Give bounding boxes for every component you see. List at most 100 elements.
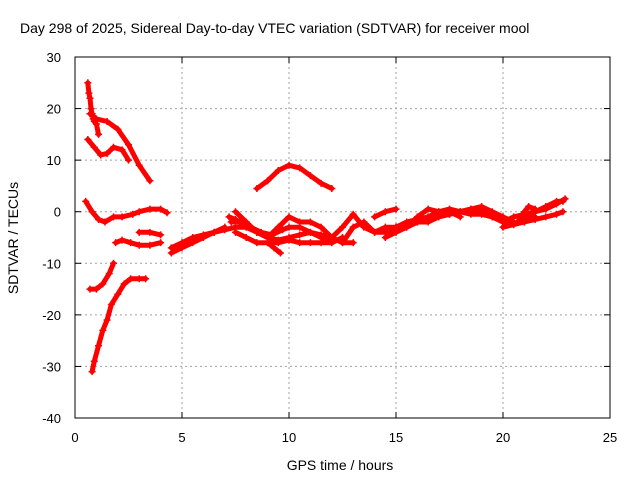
data-point	[167, 249, 175, 257]
data-point	[105, 270, 113, 278]
data-point	[270, 244, 278, 252]
data-point	[559, 208, 567, 216]
data-point	[103, 117, 111, 125]
data-point	[296, 239, 304, 247]
series-trace	[517, 204, 538, 222]
data-point	[118, 213, 126, 221]
data-point	[285, 236, 293, 244]
data-point	[317, 223, 325, 231]
data-point	[135, 241, 143, 249]
data-point	[424, 213, 432, 221]
data-point	[127, 275, 135, 283]
data-point	[264, 239, 272, 247]
x-tick-label: 0	[71, 430, 78, 445]
data-point	[95, 342, 103, 350]
data-point	[135, 275, 143, 283]
y-tick-label: 0	[54, 205, 61, 220]
data-point	[85, 89, 93, 97]
data-point	[285, 161, 293, 169]
data-point	[525, 203, 533, 211]
data-point	[242, 234, 250, 241]
data-point	[127, 239, 135, 247]
series-arc-5	[112, 236, 165, 249]
y-tick-label: -20	[42, 308, 61, 323]
series-arc-24	[520, 208, 567, 226]
data-point	[306, 218, 314, 226]
data-point	[392, 223, 400, 231]
data-point	[456, 208, 464, 216]
data-point	[90, 143, 98, 151]
data-point	[274, 166, 282, 174]
data-point	[92, 115, 100, 123]
series-arc-10	[167, 223, 229, 257]
data-point	[531, 215, 539, 223]
y-tick-labels: 30 20 10 0 -10 -20 -30 -40	[42, 50, 61, 426]
data-point	[157, 205, 165, 213]
data-point	[285, 223, 293, 231]
x-tick-label: 5	[178, 430, 185, 445]
series-trace	[233, 229, 335, 246]
data-point	[103, 149, 111, 157]
data-point	[285, 213, 293, 221]
data-point	[317, 179, 325, 187]
series-arc-8	[88, 275, 150, 376]
data-point	[274, 223, 282, 231]
data-point	[499, 223, 507, 231]
data-point	[110, 213, 118, 221]
data-point	[125, 141, 132, 149]
y-tick-label: 10	[47, 153, 61, 168]
data-point	[118, 146, 126, 154]
data-series	[82, 79, 569, 376]
data-point	[349, 239, 357, 247]
data-point	[84, 79, 92, 87]
data-point	[232, 208, 239, 216]
series-arc-4	[82, 197, 171, 226]
data-point	[227, 218, 235, 226]
axis-ticks	[74, 56, 611, 419]
data-point	[253, 228, 261, 236]
data-point	[118, 236, 126, 244]
series-trace	[254, 162, 335, 191]
data-point	[274, 239, 282, 247]
data-point	[349, 210, 357, 218]
data-point	[510, 213, 518, 221]
data-point	[478, 208, 486, 216]
data-point	[221, 223, 229, 231]
data-point	[146, 228, 154, 236]
x-tick-label: 10	[282, 430, 296, 445]
data-point	[86, 94, 94, 102]
x-tick-label: 15	[389, 430, 403, 445]
series-arc-14	[232, 228, 336, 247]
data-point	[210, 228, 218, 236]
data-point	[253, 239, 261, 247]
data-point	[349, 223, 357, 231]
data-point	[553, 210, 560, 218]
data-point	[392, 205, 400, 213]
data-point	[279, 226, 287, 234]
data-point	[99, 326, 107, 334]
x-tick-labels: 0 5 10 15 20 25	[71, 430, 617, 445]
series-arc-15	[264, 239, 284, 257]
data-point	[135, 208, 143, 216]
x-tick-label: 20	[496, 430, 510, 445]
data-point	[112, 239, 120, 247]
data-point	[559, 197, 567, 205]
data-point	[110, 259, 118, 267]
data-point	[82, 197, 90, 205]
data-point	[120, 280, 128, 288]
data-point	[424, 205, 432, 213]
data-point	[306, 239, 314, 247]
data-point	[531, 205, 539, 213]
data-point	[135, 161, 143, 169]
data-point	[110, 143, 118, 151]
data-point	[146, 177, 154, 185]
data-point	[446, 210, 453, 218]
data-point	[553, 197, 560, 205]
data-point	[157, 239, 165, 247]
data-point	[516, 215, 524, 223]
series-arc-7	[86, 259, 118, 293]
data-point	[306, 172, 314, 180]
x-axis-label: GPS time / hours	[287, 457, 394, 473]
series-arc-25	[516, 203, 539, 223]
y-tick-label: -40	[42, 411, 61, 426]
